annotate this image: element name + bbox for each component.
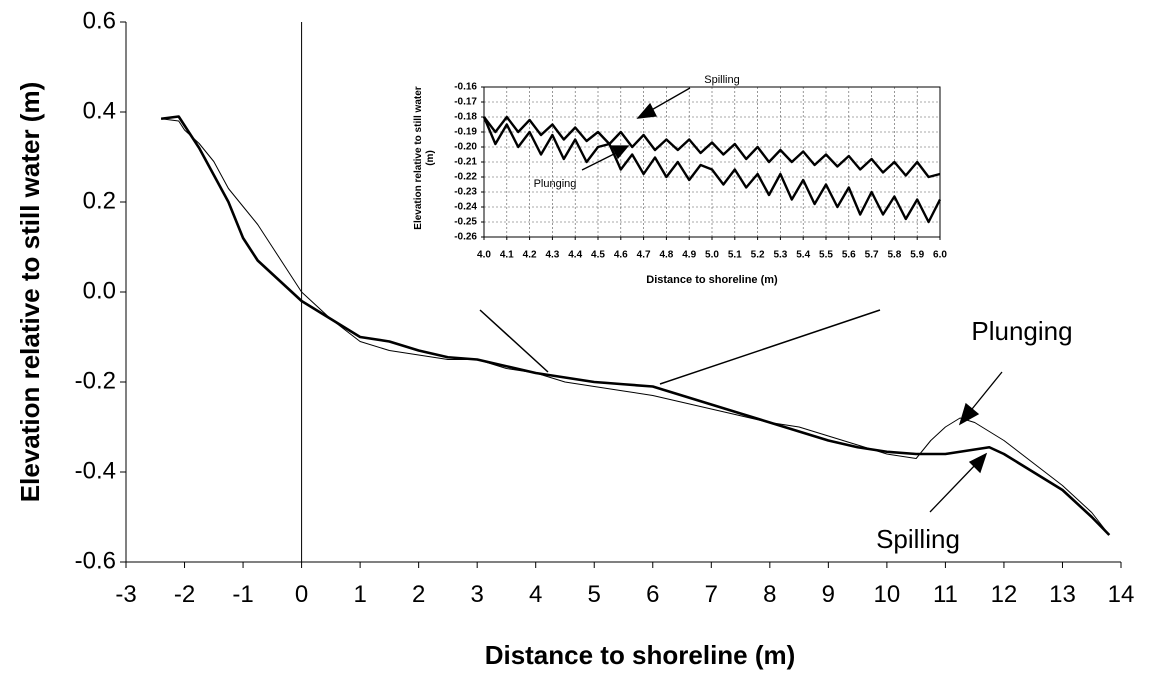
arrows — [581, 87, 1003, 513]
y-tick-label: -0.19 — [454, 127, 477, 138]
x-tick-label: 0 — [295, 581, 308, 608]
x-tick-label: 4.6 — [614, 250, 628, 261]
y-tick-label: -0.17 — [454, 97, 477, 108]
x-tick-label: -2 — [174, 581, 195, 608]
y-tick-label: 0.4 — [83, 97, 116, 124]
x-tick-label: 5.1 — [728, 250, 742, 261]
x-tick-label: 14 — [1108, 581, 1135, 608]
y-tick-label: -0.24 — [454, 202, 477, 213]
y-tick-label: -0.21 — [454, 157, 477, 168]
x-tick-label: 7 — [705, 581, 718, 608]
arrow — [967, 371, 1003, 415]
x-tick-label: 11 — [933, 581, 958, 608]
data-line — [160, 115, 1111, 536]
pointer-line — [479, 309, 549, 373]
y-tick-label: 0.6 — [83, 7, 116, 34]
x-tick-label: 9 — [822, 581, 835, 608]
x-tick-label: -3 — [115, 581, 136, 608]
x-tick-label: 5.7 — [865, 250, 879, 261]
x-tick-label: 6 — [646, 581, 659, 608]
x-tick-label: 4.7 — [637, 250, 651, 261]
annotation: Plunging — [971, 316, 1072, 346]
annotation: Spilling — [704, 74, 739, 86]
plot-frame — [483, 86, 941, 238]
x-tick-label: 5 — [588, 581, 601, 608]
pointer-line — [659, 309, 881, 385]
main-chart: 0.60.40.20.0-0.2-0.4-0.6-3 -2 -1 0 1 2 3 4 5 6 7 8 9… — [15, 7, 1134, 670]
x-tick-label: 4.1 — [500, 250, 514, 261]
x-tick-label: 8 — [763, 581, 776, 608]
inset-chart: -0.16 -0.17 -0.18 -0.19 -0.20 -0.21 -0.22 -0.23… — [454, 74, 947, 286]
x-tick-label: 1 — [353, 581, 366, 608]
x-tick-label: 5.9 — [910, 250, 924, 261]
x-tick-label: 5.0 — [705, 250, 719, 261]
data-line — [482, 116, 942, 224]
x-tick-label: 5.5 — [819, 250, 833, 261]
x-tick-label: 4.0 — [477, 250, 491, 261]
x-tick-label: 10 — [874, 581, 901, 608]
annotation: Plunging — [534, 178, 577, 190]
x-tick-label: 5.4 — [796, 250, 810, 261]
y-tick-label: -0.4 — [75, 457, 116, 484]
y-tick-label: -0.26 — [454, 232, 477, 243]
x-tick-label: -1 — [232, 581, 253, 608]
y-tick-label: -0.22 — [454, 172, 477, 183]
x-tick-label: 6.0 — [933, 250, 947, 261]
x-tick-label: 4.5 — [591, 250, 605, 261]
x-tick-label: 4.9 — [682, 250, 696, 261]
x-tick-label: 4.2 — [523, 250, 537, 261]
y-tick-label: -0.18 — [454, 112, 477, 123]
x-tick-label: 5.6 — [842, 250, 856, 261]
y-tick-label: -0.2 — [75, 367, 116, 394]
x-tick-label: 5.8 — [887, 250, 901, 261]
arrow — [581, 151, 619, 171]
inset-y-axis-label: Elevation relative to still water (m) — [413, 86, 436, 230]
x-tick-label: 2 — [412, 581, 425, 608]
y-tick-label: -0.25 — [454, 217, 477, 228]
arrow-head — [968, 452, 988, 474]
arrow-head — [958, 402, 980, 426]
x-axis-label: Distance to shoreline (m) — [485, 640, 796, 670]
arrow-head — [636, 102, 657, 119]
x-tick-label: 4.8 — [659, 250, 673, 261]
x-tick-label: 5.2 — [751, 250, 765, 261]
x-tick-label: 13 — [1049, 581, 1076, 608]
x-tick-label: 5.3 — [773, 250, 787, 261]
data-line — [483, 115, 941, 179]
x-tick-label: 4 — [529, 581, 542, 608]
y-tick-label: -0.16 — [454, 82, 477, 93]
arrow-head — [610, 145, 630, 160]
plot-layer: 0.60.40.20.0-0.2-0.4-0.6-3 -2 -1 0 1 2 3 4 5 6 7 8 9… — [15, 7, 1134, 670]
y-tick-label: -0.6 — [75, 547, 116, 574]
y-tick-label: -0.23 — [454, 187, 477, 198]
x-tick-label: 3 — [470, 581, 483, 608]
arrow — [929, 461, 979, 513]
annotation: Spilling — [876, 524, 960, 554]
x-tick-label: 4.3 — [545, 250, 559, 261]
x-tick-label: 4.4 — [568, 250, 582, 261]
y-tick-label: -0.20 — [454, 142, 477, 153]
y-tick-label: 0.2 — [83, 187, 116, 214]
arrow — [647, 87, 691, 113]
y-tick-label: 0.0 — [83, 277, 116, 304]
y-axis-label: Elevation relative to still water (m) — [15, 82, 45, 502]
x-axis-label: Distance to shoreline (m) — [646, 274, 778, 286]
x-tick-label: 12 — [991, 581, 1018, 608]
